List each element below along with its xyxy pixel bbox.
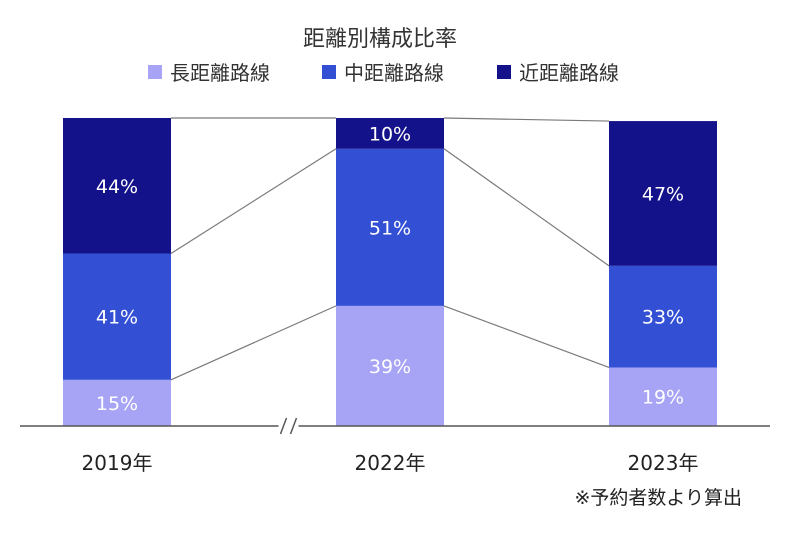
connector-line-1-2 (170, 148, 337, 255)
data-label-2-2: 51% (369, 217, 411, 239)
data-label-3-1: 19% (642, 387, 684, 409)
bar-segment-3-2 (609, 265, 717, 368)
axis-break-gap (278, 418, 299, 434)
category-label-2: 2022年 (355, 451, 426, 475)
data-label-1-1: 15% (96, 393, 138, 415)
bar-segment-2-1 (336, 305, 444, 426)
bar-segment-1-1 (63, 379, 171, 426)
bar-segment-3-3 (609, 121, 717, 266)
category-label-1: 2019年 (82, 451, 153, 475)
category-labels: 2019年 2022年 2023年 (82, 451, 699, 475)
legend-swatch-3 (497, 65, 511, 79)
bar-segment-1-2 (63, 253, 171, 380)
legend-label-3: 近距離路線 (519, 61, 619, 85)
bar-segment-1-3 (63, 118, 171, 254)
bar-segment-3-1 (609, 367, 717, 426)
data-label-3-2: 33% (642, 307, 684, 329)
x-axis (20, 417, 770, 435)
connector-line-2-1 (443, 305, 610, 369)
axis-break-icon (278, 417, 299, 435)
data-label-2-1: 39% (369, 356, 411, 378)
chart-title: 距離別構成比率 (303, 27, 457, 52)
footnote: ※予約者数より算出 (574, 487, 742, 509)
axis-break-mark-1 (279, 417, 288, 435)
data-label-1-2: 41% (96, 307, 138, 329)
legend-label-1: 長距離路線 (170, 61, 270, 85)
bar-segment-2-2 (336, 148, 444, 306)
connector-lines (170, 117, 610, 381)
legend-swatch-2 (322, 65, 336, 79)
legend-swatch-1 (148, 65, 162, 79)
category-label-3: 2023年 (628, 451, 699, 475)
legend: 長距離路線 中距離路線 近距離路線 (148, 61, 619, 85)
bar-segment-2-3 (336, 118, 444, 149)
data-label-2-3: 10% (369, 123, 411, 145)
data-label-3-3: 47% (642, 183, 684, 205)
data-label-1-3: 44% (96, 176, 138, 198)
connector-line-2-3 (443, 117, 610, 122)
connector-line-2-2 (443, 148, 610, 267)
legend-label-2: 中距離路線 (344, 61, 444, 85)
bars: 15% 41% 44% 39% 51% 10% 19% 33% 47% (63, 118, 717, 426)
connector-line-1-1 (170, 305, 337, 381)
axis-break-mark-2 (289, 417, 298, 435)
